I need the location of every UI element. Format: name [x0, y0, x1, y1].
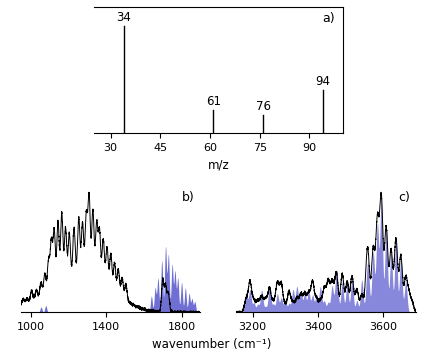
X-axis label: m/z: m/z [207, 159, 229, 171]
Text: 76: 76 [256, 100, 271, 113]
Text: 94: 94 [315, 75, 330, 88]
Text: b): b) [182, 191, 195, 204]
Text: 34: 34 [117, 11, 131, 24]
Text: 61: 61 [206, 94, 221, 108]
Text: a): a) [323, 12, 335, 25]
Text: wavenumber (cm⁻¹): wavenumber (cm⁻¹) [152, 338, 272, 351]
Text: c): c) [398, 191, 410, 204]
